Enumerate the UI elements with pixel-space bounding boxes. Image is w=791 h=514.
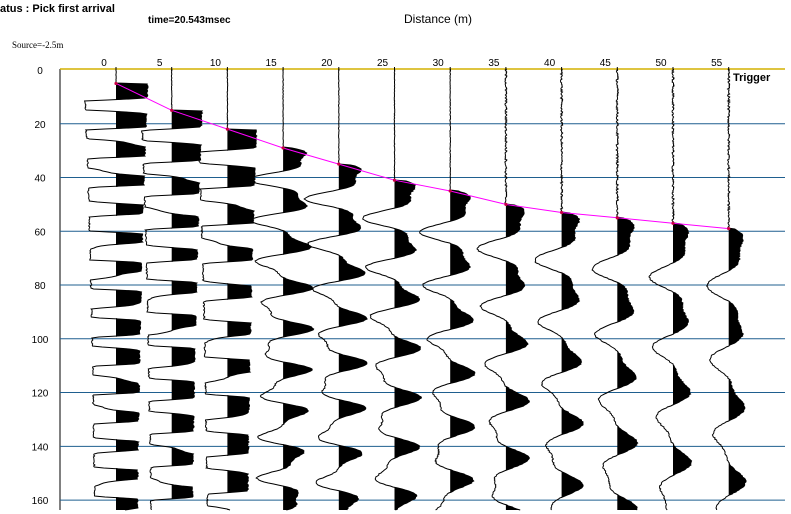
trace-40m bbox=[534, 68, 584, 511]
first-arrival-point[interactable] bbox=[225, 127, 229, 131]
first-arrival-point[interactable] bbox=[114, 81, 118, 86]
x-axis-label: Distance (m) bbox=[404, 12, 473, 26]
trace-fill bbox=[450, 69, 475, 510]
x-tick-label: 40 bbox=[544, 58, 556, 69]
y-tick-label: 140 bbox=[32, 442, 49, 453]
y-tick-label: 60 bbox=[34, 227, 46, 238]
first-arrival-point[interactable] bbox=[504, 202, 508, 206]
trace-fill bbox=[728, 69, 747, 510]
first-arrival-curve[interactable] bbox=[115, 82, 729, 230]
first-arrival-point[interactable] bbox=[671, 221, 675, 225]
trace-fill bbox=[227, 69, 257, 510]
first-arrival-point[interactable] bbox=[337, 162, 341, 166]
y-tick-label: 160 bbox=[32, 496, 49, 507]
trace-0m bbox=[83, 68, 149, 511]
trace-fill bbox=[617, 69, 638, 510]
trace-fill bbox=[673, 69, 692, 510]
first-arrival-point[interactable] bbox=[170, 108, 174, 112]
trace-50m bbox=[648, 68, 693, 511]
trace-30m bbox=[419, 69, 476, 511]
x-tick-label: 15 bbox=[266, 58, 278, 69]
status-text: atus : Pick first arrival bbox=[0, 3, 115, 15]
x-tick-label: 0 bbox=[101, 58, 107, 69]
first-arrival-point[interactable] bbox=[392, 178, 397, 182]
x-tick-label: 25 bbox=[377, 58, 389, 69]
trace-15m bbox=[246, 68, 315, 511]
trace-45m bbox=[591, 68, 639, 511]
time-readout: time=20.543msec bbox=[148, 15, 231, 26]
trace-20m bbox=[303, 69, 368, 511]
y-tick-label: 0 bbox=[37, 66, 43, 77]
trace-fill bbox=[561, 69, 584, 510]
trace-fill bbox=[394, 69, 422, 510]
first-arrival-point[interactable] bbox=[615, 216, 619, 220]
first-arrival-point[interactable] bbox=[281, 146, 285, 150]
first-arrival-point[interactable] bbox=[560, 210, 564, 215]
source-label: Source=-2.5m bbox=[12, 40, 64, 50]
trace-35m bbox=[476, 68, 530, 511]
trace-10m bbox=[198, 68, 258, 511]
first-arrival-point[interactable] bbox=[448, 189, 452, 193]
trace-fill bbox=[171, 69, 203, 510]
first-arrival-point[interactable] bbox=[727, 226, 731, 231]
trigger-label: Trigger bbox=[733, 72, 771, 84]
trace-55m bbox=[705, 68, 747, 510]
x-tick-label: 30 bbox=[433, 58, 445, 69]
trace-fill bbox=[338, 69, 368, 510]
x-tick-label: 50 bbox=[655, 58, 667, 69]
y-tick-label: 100 bbox=[32, 335, 49, 346]
y-tick-label: 120 bbox=[32, 389, 49, 400]
y-tick-label: 40 bbox=[34, 174, 46, 185]
x-tick-label: 55 bbox=[711, 58, 723, 69]
y-tick-label: 80 bbox=[34, 281, 46, 292]
x-tick-label: 35 bbox=[488, 58, 500, 69]
x-tick-label: 10 bbox=[210, 58, 222, 69]
x-tick-label: 45 bbox=[600, 58, 612, 69]
x-tick-label: 5 bbox=[157, 58, 163, 69]
trace-fill bbox=[283, 69, 314, 510]
trace-5m bbox=[141, 69, 204, 511]
trace-fill bbox=[505, 69, 530, 510]
y-tick-label: 20 bbox=[34, 120, 46, 131]
trace-fill bbox=[116, 69, 148, 510]
trace-25m bbox=[362, 68, 422, 511]
x-tick-label: 20 bbox=[321, 58, 333, 69]
